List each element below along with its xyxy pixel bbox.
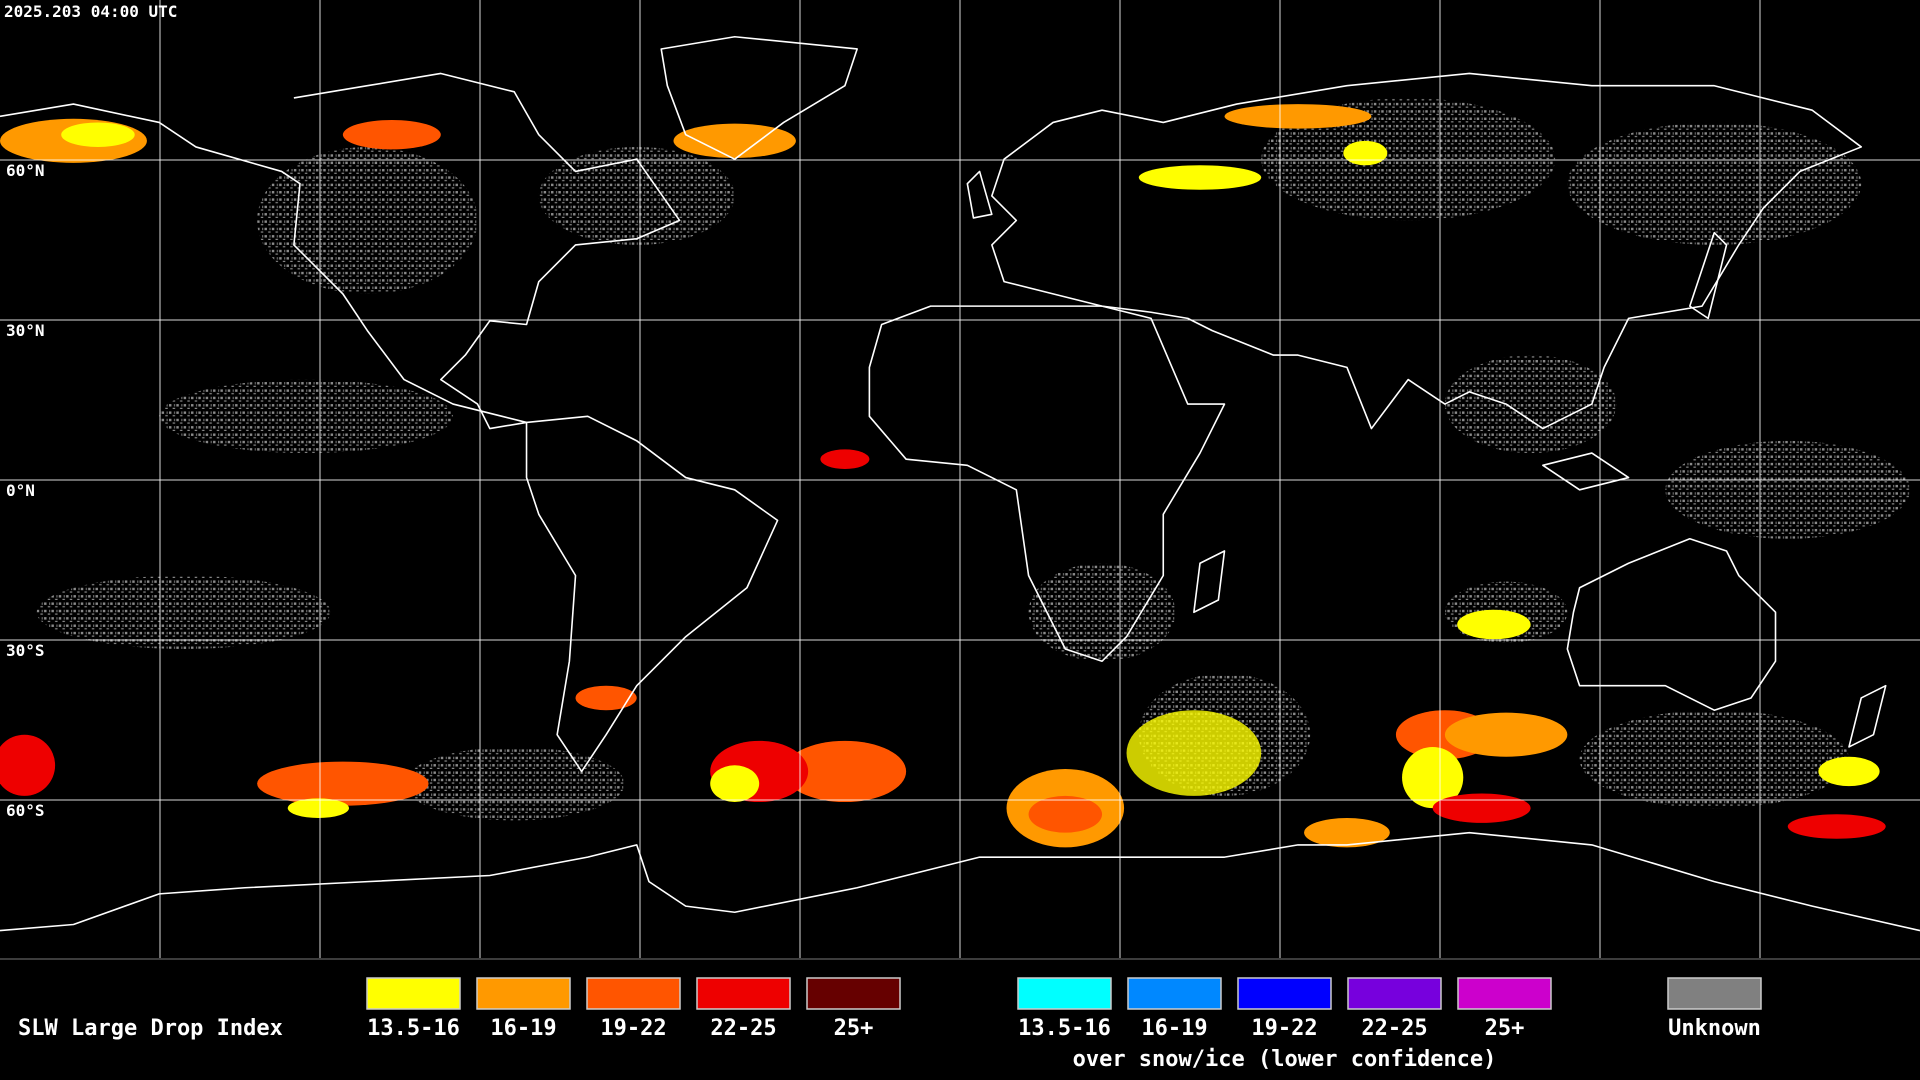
legend-swatch bbox=[1237, 977, 1332, 1010]
legend-label: 16-19 bbox=[1141, 1016, 1207, 1041]
latitude-label: 0°N bbox=[6, 481, 35, 500]
latitude-label: 30°S bbox=[6, 641, 45, 660]
legend-label: 19-22 bbox=[600, 1016, 666, 1041]
legend-swatch bbox=[1127, 977, 1222, 1010]
map bbox=[0, 37, 1920, 931]
legend-swatch bbox=[696, 977, 791, 1010]
legend-label: 22-25 bbox=[1361, 1016, 1427, 1041]
legend-swatch bbox=[1347, 977, 1442, 1010]
legend-swatch bbox=[1667, 977, 1762, 1010]
legend-label: 19-22 bbox=[1251, 1016, 1317, 1041]
legend-label: 13.5-16 bbox=[1018, 1016, 1111, 1041]
timestamp: 2025.203 04:00 UTC bbox=[4, 2, 177, 21]
slw-areas bbox=[0, 104, 1886, 848]
latitude-label: 60°S bbox=[6, 801, 45, 820]
legend-caption: over snow/ice (lower confidence) bbox=[1073, 1047, 1497, 1072]
latitude-label: 60°N bbox=[6, 161, 45, 180]
legend-swatch bbox=[476, 977, 571, 1010]
legend-swatch bbox=[1017, 977, 1112, 1010]
legend-swatch bbox=[806, 977, 901, 1010]
legend-swatch bbox=[586, 977, 681, 1010]
coastlines bbox=[0, 37, 1920, 931]
legend-label: 25+ bbox=[1485, 1016, 1525, 1041]
legend-label: 22-25 bbox=[710, 1016, 776, 1041]
legend-label: 25+ bbox=[834, 1016, 874, 1041]
legend-label: 16-19 bbox=[490, 1016, 556, 1041]
unknown-areas bbox=[36, 97, 1911, 821]
legend-swatch bbox=[366, 977, 461, 1010]
legend-title: SLW Large Drop Index bbox=[18, 1016, 283, 1041]
legend-swatch bbox=[1457, 977, 1552, 1010]
graticule bbox=[0, 0, 1920, 958]
latitude-label: 30°N bbox=[6, 321, 45, 340]
legend-label: Unknown bbox=[1668, 1016, 1761, 1041]
legend-label: 13.5-16 bbox=[367, 1016, 460, 1041]
